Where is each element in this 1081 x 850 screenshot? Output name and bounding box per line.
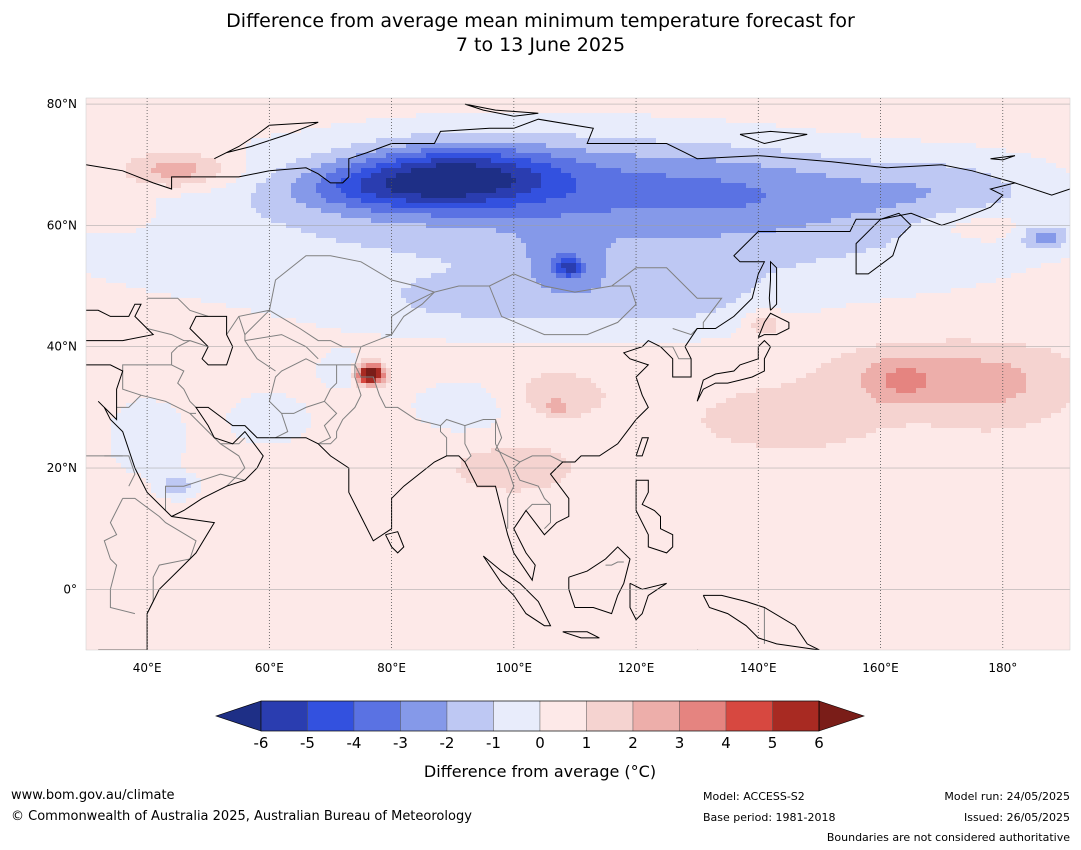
anomaly-map: 80°N 60°N 40°N 20°N 0° 40°E 60°E 80°E 100°E 120°…: [0, 0, 1081, 850]
colorbar-bin: [494, 701, 541, 731]
colorbar-tick-label: -1: [486, 734, 501, 752]
colorbar-bin: [587, 701, 634, 731]
longitude-label: 120°E: [618, 661, 655, 675]
issued-date: Issued: 26/05/2025: [964, 811, 1070, 824]
colorbar-bin: [680, 701, 727, 731]
colorbar-tick-label: 2: [628, 734, 638, 752]
website-link[interactable]: www.bom.gov.au/climate: [11, 788, 175, 803]
anomaly-contours: [86, 98, 1072, 654]
latitude-labels: 80°N 60°N 40°N 20°N 0°: [47, 97, 77, 596]
colorbar-tick-label: -2: [440, 734, 455, 752]
longitude-label: 40°E: [133, 661, 162, 675]
longitude-label: 140°E: [740, 661, 777, 675]
colorbar-tick-label: 3: [675, 734, 685, 752]
latitude-label: 80°N: [47, 97, 77, 111]
colorbar-bin: [261, 701, 308, 731]
colorbar-tick-label: -3: [393, 734, 408, 752]
colorbar-tick-label: -4: [347, 734, 362, 752]
colorbar-bin: [308, 701, 355, 731]
map-area: [80, 98, 1072, 686]
colorbar-high-extension: [819, 701, 864, 731]
colorbar-tick-label: -5: [300, 734, 315, 752]
colorbar-bin: [773, 701, 820, 731]
longitude-label: 100°E: [496, 661, 533, 675]
colorbar-tick-label: 5: [768, 734, 778, 752]
longitude-labels: 40°E 60°E 80°E 100°E 120°E 140°E 160°E 180°: [133, 661, 1018, 675]
colorbar-low-extension: [216, 701, 261, 731]
colorbar-bin: [401, 701, 448, 731]
model-name: Model: ACCESS-S2: [703, 790, 805, 803]
boundaries-disclaimer: Boundaries are not considered authoritat…: [827, 831, 1070, 844]
colorbar-tick-label: 0: [535, 734, 545, 752]
latitude-label: 20°N: [47, 461, 77, 475]
copyright-text: © Commonwealth of Australia 2025, Austra…: [11, 809, 472, 824]
colorbar-bin: [447, 701, 494, 731]
latitude-label: 60°N: [47, 218, 77, 232]
colorbar-bin: [540, 701, 587, 731]
coastline-segment: [697, 650, 740, 662]
colorbar-label: Difference from average (°C): [424, 762, 656, 781]
latitude-label: 40°N: [47, 340, 77, 354]
longitude-label: 60°E: [255, 661, 284, 675]
colorbar-bin: [354, 701, 401, 731]
colorbar-tick-label: 6: [814, 734, 824, 752]
base-period: Base period: 1981-2018: [703, 811, 835, 824]
colorbar-bin: [633, 701, 680, 731]
colorbar-bin: [726, 701, 773, 731]
longitude-label: 160°E: [862, 661, 899, 675]
model-run-date: Model run: 24/05/2025: [944, 790, 1070, 803]
colorbar-tick-label: -6: [254, 734, 269, 752]
colorbar-tick-label: 1: [582, 734, 592, 752]
colorbar: -6 -5 -4 -3 -2 -1 0 1 2 3 4 5 6 Difference from aver…: [216, 701, 864, 781]
longitude-label: 180°: [988, 661, 1017, 675]
longitude-label: 80°E: [377, 661, 406, 675]
coastline-segment: [196, 662, 208, 686]
colorbar-tick-label: 4: [721, 734, 731, 752]
latitude-label: 0°: [63, 582, 77, 596]
